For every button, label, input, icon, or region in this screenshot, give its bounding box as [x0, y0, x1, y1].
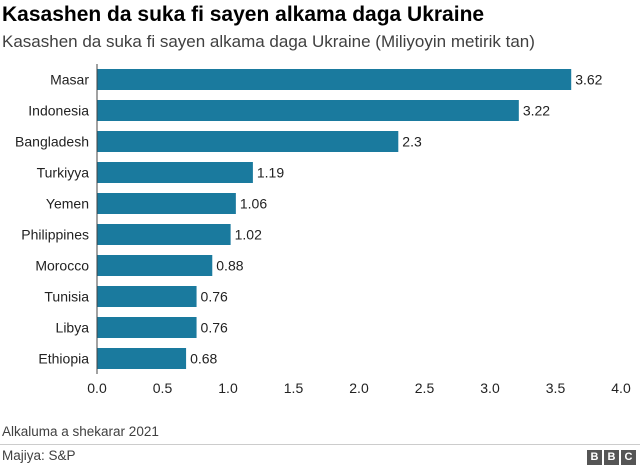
chart-subtitle: Kasashen da suka fi sayen alkama daga Uk…: [2, 32, 535, 51]
value-label: 3.22: [523, 103, 550, 119]
bar-chart: Masar 3.62 Indonesia 3.22 Bangladesh 2.3 Turki…: [15, 64, 631, 396]
data-note: Alkaluma a shekarar 2021: [2, 424, 159, 439]
value-label: 1.19: [257, 165, 284, 181]
x-tick-label: 4.0: [611, 380, 631, 396]
category-label: Indonesia: [28, 103, 89, 119]
value-label: 1.06: [240, 196, 267, 212]
bar: [97, 69, 572, 90]
x-tick-label: 2.0: [349, 380, 369, 396]
x-tick-label: 3.5: [546, 380, 566, 396]
value-label: 0.88: [216, 258, 243, 274]
bar: [97, 131, 399, 152]
value-label: 1.02: [235, 227, 262, 243]
source-text: Majiya: S&P: [2, 448, 76, 463]
bar: [97, 193, 236, 214]
bar: [97, 224, 231, 245]
x-tick-label: 3.0: [480, 380, 500, 396]
bar: [97, 317, 197, 338]
bar: [97, 286, 197, 307]
bar: [97, 348, 187, 369]
category-label: Yemen: [46, 196, 89, 212]
value-label: 0.68: [190, 351, 217, 367]
bar: [97, 255, 213, 276]
logo-letter: C: [621, 450, 636, 465]
chart-title: Kasashen da suka fi sayen alkama daga Uk…: [2, 3, 485, 26]
x-tick-label: 0.5: [153, 380, 173, 396]
category-label: Bangladesh: [15, 134, 89, 150]
category-label: Turkiyya: [37, 165, 90, 181]
value-label: 0.76: [201, 320, 228, 336]
bbc-logo: B B C: [587, 450, 636, 465]
x-tick-label: 2.5: [415, 380, 435, 396]
logo-letter: B: [604, 450, 619, 465]
category-label: Libya: [56, 320, 90, 336]
bar: [97, 162, 253, 183]
bar: [97, 100, 519, 121]
category-label: Ethiopia: [38, 351, 89, 367]
value-label: 0.76: [201, 289, 228, 305]
x-tick-label: 1.5: [284, 380, 304, 396]
bars-layer: Masar 3.62 Indonesia 3.22 Bangladesh 2.3 Turki…: [15, 69, 603, 369]
logo-letter: B: [587, 450, 602, 465]
x-axis-ticks: 0.0 0.5 1.0 1.5 2.0 2.5 3.0 3.5 4.0: [87, 380, 631, 396]
value-label: 3.62: [575, 72, 602, 88]
x-tick-label: 1.0: [218, 380, 238, 396]
category-label: Masar: [50, 72, 89, 88]
category-label: Morocco: [35, 258, 89, 274]
category-label: Philippines: [21, 227, 89, 243]
x-tick-label: 0.0: [87, 380, 107, 396]
value-label: 2.3: [402, 134, 422, 150]
footer-divider: [0, 444, 640, 445]
category-label: Tunisia: [44, 289, 89, 305]
